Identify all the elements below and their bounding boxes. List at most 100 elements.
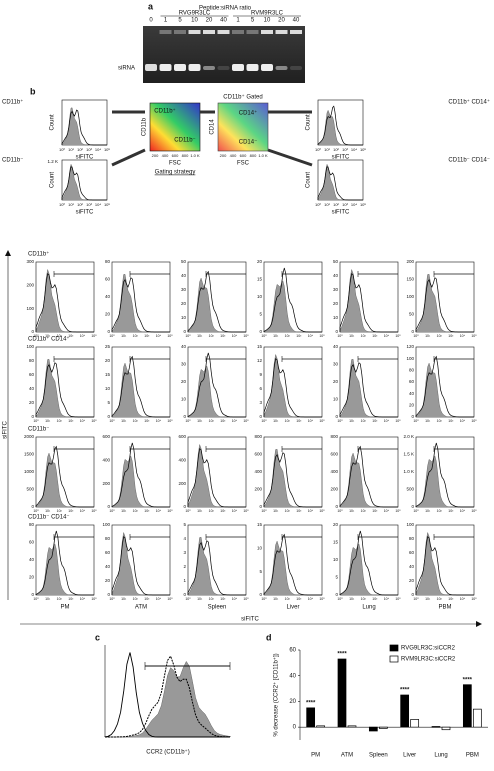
x-tick-label: 10¹ <box>349 334 355 338</box>
y-axis-label: % decrease (CCR2⁺ [CD11b⁺]) <box>273 653 280 736</box>
x-tick-label: 10² <box>333 202 339 207</box>
histogram-fill <box>187 443 246 508</box>
x-tick-label: 10² <box>77 202 83 207</box>
bar <box>337 658 347 728</box>
x-tick-label: 10⁴ <box>308 334 314 338</box>
x-tick-label: 10³ <box>220 597 226 601</box>
y-tick-label: 0 <box>259 414 262 419</box>
y-tick-label: 1 <box>183 578 186 583</box>
x-tick-label: 10⁵ <box>319 509 325 513</box>
y-tick-label: 0 <box>335 329 338 334</box>
x-tick-label: 10³ <box>372 509 378 513</box>
x-tick-label: 10⁴ <box>80 509 86 513</box>
x-tick-label: 10³ <box>144 597 150 601</box>
y-tick-label: 80 <box>105 259 111 264</box>
y-tick-label: 10 <box>333 315 339 320</box>
histogram-fill <box>35 269 94 333</box>
x-tick-label: 10³ <box>220 419 226 423</box>
y-tick-label: 20 <box>105 358 111 363</box>
x-tick-label: 10² <box>361 334 367 338</box>
x-tick-label: 10⁴ <box>308 597 314 601</box>
x-tick-label: 10² <box>133 334 139 338</box>
y-tick-label: 400 <box>330 469 338 474</box>
x-tick-label: 10³ <box>296 509 302 513</box>
histogram-line <box>339 445 398 508</box>
y-tick-label: 1.0 K <box>403 469 414 474</box>
y-tick-label: 100 <box>26 344 34 349</box>
gel-well-band <box>188 30 201 34</box>
y-tick-label: 800 <box>254 434 262 439</box>
x-tick-label: 10² <box>57 334 63 338</box>
x-tick-label: 10⁴ <box>460 419 466 423</box>
y-tick-label: 20 <box>333 301 339 306</box>
y-tick-label: 200 <box>26 283 34 288</box>
y-tick-label: 600 <box>178 434 186 439</box>
x-tick-label: 10⁰ <box>109 419 115 423</box>
y-tick-label: 0 <box>411 414 414 419</box>
y-tick-label: 20 <box>105 578 111 583</box>
histogram-fill <box>111 532 170 596</box>
y-tick-label: 0 <box>335 592 338 597</box>
x-tick-label: 10³ <box>68 509 74 513</box>
axis-label: Count <box>306 172 312 188</box>
x-tick-label: 10⁰ <box>59 202 65 207</box>
gel-band <box>145 64 157 71</box>
y-tick-label: 200 <box>254 487 262 492</box>
x-tick-label: 10¹ <box>197 509 203 513</box>
y-tick-label: 0 <box>411 329 414 334</box>
x-tick-label: 10² <box>209 419 215 423</box>
x-tick-label: 10⁵ <box>91 419 97 423</box>
y-tick-label: 1500 <box>24 452 35 457</box>
histogram-fill <box>61 163 107 201</box>
significance-label: **** <box>337 652 347 658</box>
panel-letter: d <box>266 632 272 642</box>
y-tick-label: 120 <box>406 344 414 349</box>
x-tick-label: 10⁵ <box>395 419 401 423</box>
y-tick-label: 60 <box>289 648 296 654</box>
y-tick-label: 0 <box>107 592 110 597</box>
population-label: CD11b⁻ CD14⁻ <box>448 158 490 164</box>
histogram-line <box>263 452 322 508</box>
gel-well-band <box>203 30 215 34</box>
x-tick-label: 10⁵ <box>104 202 110 207</box>
x-tick-label: 10¹ <box>349 509 355 513</box>
x-tick-label: 10³ <box>448 334 454 338</box>
bar <box>306 707 316 728</box>
population-label: CD11b⁻ <box>2 158 23 164</box>
axis-label: FSC <box>237 161 250 167</box>
y-tick-label: 200 <box>330 487 338 492</box>
x-tick-label: 10² <box>437 509 443 513</box>
arrow <box>267 148 313 167</box>
y-tick-label: 0 <box>31 504 34 509</box>
x-tick-label: 10⁴ <box>460 509 466 513</box>
gel-band <box>246 64 259 71</box>
lane-label: 10 <box>191 18 198 24</box>
histogram-line <box>61 166 107 201</box>
x-tick-label: 10² <box>333 147 339 152</box>
y-tick-label: 600 <box>330 452 338 457</box>
x-tick-label: 10² <box>361 509 367 513</box>
x-tick-label: 10⁴ <box>80 334 86 338</box>
x-tick-label: 10⁵ <box>471 334 477 338</box>
x-tick-label: 800 <box>182 153 189 158</box>
x-tick-label: 10¹ <box>349 597 355 601</box>
column-label: Liver <box>286 605 299 611</box>
bar <box>441 726 451 731</box>
histogram-line <box>263 533 322 596</box>
x-tick-label: 10² <box>437 334 443 338</box>
x-tick-label: 10² <box>209 509 215 513</box>
x-tick-label: 10⁵ <box>395 509 401 513</box>
y-tick-label: 0 <box>183 592 186 597</box>
x-tick-label: 10⁵ <box>91 509 97 513</box>
x-tick-label: 10⁵ <box>243 419 249 423</box>
x-tick-label: Liver <box>403 753 416 759</box>
x-tick-label: 10³ <box>220 334 226 338</box>
y-tick-label: 15 <box>257 277 263 282</box>
x-tick-label: 10⁴ <box>384 597 390 601</box>
x-tick-label: 600 <box>172 153 179 158</box>
x-tick-label: 10⁵ <box>91 597 97 601</box>
y-tick-label: 600 <box>254 452 262 457</box>
x-tick-label: 10² <box>209 597 215 601</box>
y-tick-label: 1000 <box>24 469 35 474</box>
gel-well-band <box>174 30 186 34</box>
